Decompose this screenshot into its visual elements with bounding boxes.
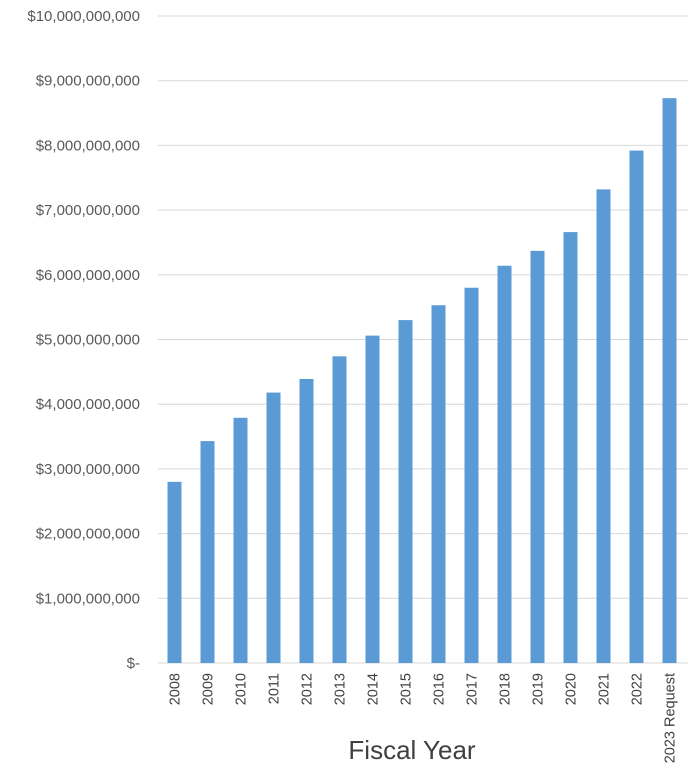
x-tick-label: 2020: [564, 673, 580, 705]
x-axis-title: Fiscal Year: [348, 735, 476, 765]
bar-2015: [398, 320, 413, 663]
x-tick-label: 2014: [366, 673, 382, 705]
bar-2022: [629, 150, 644, 664]
bar-2014: [365, 335, 380, 663]
y-tick-label: $10,000,000,000: [27, 8, 140, 25]
y-tick-label: $9,000,000,000: [36, 73, 140, 90]
bar-2010: [233, 417, 248, 663]
y-tick-label: $5,000,000,000: [36, 332, 140, 349]
bar-2016: [431, 305, 446, 663]
y-tick-label: $-: [127, 655, 140, 672]
y-tick-label: $3,000,000,000: [36, 461, 140, 478]
x-tick-label: 2022: [630, 673, 646, 705]
y-tick-label: $7,000,000,000: [36, 202, 140, 219]
x-tick-label: 2016: [432, 673, 448, 705]
bar-2021: [596, 189, 611, 663]
bar-2011: [266, 392, 281, 663]
x-axis-tick-labels: 2008 2009 2010 2011 2012 2013 2014 2015 2016 2017…: [168, 673, 679, 763]
x-tick-label: 2012: [300, 673, 316, 705]
x-tick-label: 2018: [498, 673, 514, 705]
bar-2017: [464, 287, 479, 663]
bar-2013: [332, 356, 347, 663]
y-tick-label: $4,000,000,000: [36, 396, 140, 413]
x-tick-label: 2013: [333, 673, 349, 705]
bar-2023-request: [662, 98, 677, 663]
x-tick-label: 2009: [201, 673, 217, 705]
bar-2008: [167, 481, 182, 663]
y-axis-tick-labels: $- $1,000,000,000 $2,000,000,000 $3,000,000…: [27, 8, 140, 672]
x-tick-label: 2021: [597, 673, 613, 705]
bar-2012: [299, 378, 314, 663]
x-tick-label: 2015: [399, 673, 415, 705]
x-tick-label: 2008: [168, 673, 184, 705]
x-tick-label: 2019: [531, 673, 547, 705]
x-tick-label: 2023 Request: [663, 673, 679, 763]
bar-2018: [497, 265, 512, 663]
y-tick-label: $6,000,000,000: [36, 267, 140, 284]
x-tick-label: 2011: [267, 673, 283, 704]
bar-2019: [530, 250, 545, 663]
bars: [167, 98, 677, 664]
x-tick-label: 2017: [465, 673, 481, 705]
bar-2009: [200, 441, 215, 663]
bar-2020: [563, 232, 578, 663]
x-tick-label: 2010: [234, 673, 250, 705]
y-tick-label: $2,000,000,000: [36, 526, 140, 543]
y-tick-label: $1,000,000,000: [36, 590, 140, 607]
y-tick-label: $8,000,000,000: [36, 137, 140, 154]
